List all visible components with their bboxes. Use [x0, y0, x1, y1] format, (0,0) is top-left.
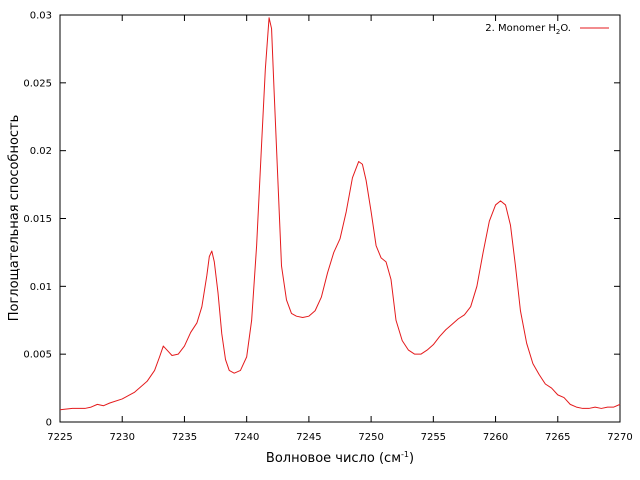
x-tick-label: 7260 — [483, 432, 508, 443]
y-axis-ticks: 0 0.005 0.01 0.015 0.02 0.025 0.03 — [23, 11, 620, 429]
x-axis-label-end: ) — [409, 451, 414, 466]
x-tick-label: 7240 — [234, 432, 259, 443]
x-tick-label: 7270 — [607, 432, 632, 443]
x-axis-label: Волновое число (см-1) — [266, 450, 414, 466]
series-lines — [59, 17, 621, 411]
legend: 2. Monomer H2O. — [485, 23, 609, 36]
x-tick-label: 7225 — [47, 432, 72, 443]
legend-label: 2. Monomer H2O. — [485, 23, 571, 36]
y-tick-label: 0.01 — [30, 282, 52, 293]
x-axis-ticks: 7225 7230 7235 7240 7245 7250 7255 7260 7265 7270 — [47, 15, 633, 443]
y-tick-label: 0 — [46, 418, 52, 429]
x-tick-label: 7265 — [545, 432, 570, 443]
y-tick-label: 0.03 — [30, 11, 52, 22]
x-tick-label: 7245 — [296, 432, 321, 443]
x-tick-label: 7255 — [421, 432, 446, 443]
y-tick-label: 0.02 — [30, 146, 52, 157]
series-line-0 — [59, 17, 621, 411]
legend-label-subscript: 2 — [556, 28, 560, 36]
y-tick-label: 0.015 — [23, 214, 52, 225]
x-tick-label: 7250 — [358, 432, 383, 443]
legend-label-main: 2. Monomer H — [485, 23, 556, 34]
x-tick-label: 7235 — [172, 432, 197, 443]
y-axis-label: Поглощательная способность — [7, 115, 22, 322]
axes — [59, 14, 621, 423]
y-tick-label: 0.025 — [23, 78, 52, 89]
y-tick-label: 0.005 — [23, 350, 52, 361]
x-axis-label-superscript: -1 — [401, 450, 409, 459]
x-axis-label-main: Волновое число (см — [266, 451, 401, 466]
legend-label-end: O. — [560, 23, 571, 34]
plot-frame — [59, 14, 621, 423]
x-tick-label: 7230 — [109, 432, 134, 443]
